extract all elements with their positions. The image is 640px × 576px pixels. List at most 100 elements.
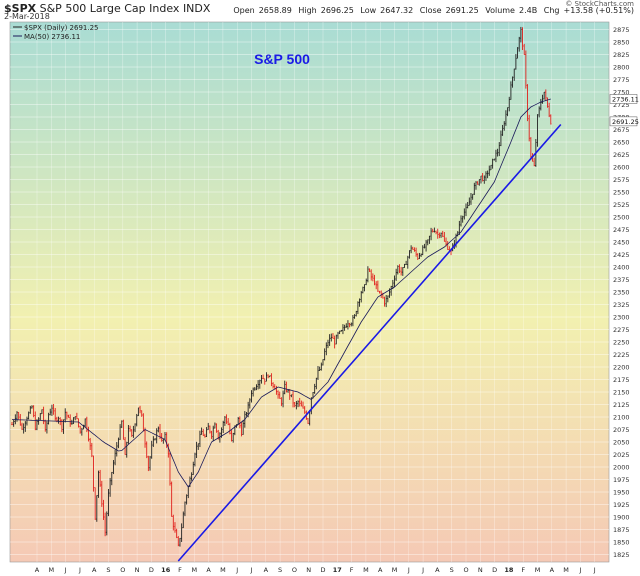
volume-value: 2.4B [518,6,538,15]
chart-header: $SPX S&P 500 Large Cap Index INDX 2-Mar-… [0,0,640,22]
y-tick-label: 2250 [613,339,630,347]
x-tick-label: M [220,566,226,574]
x-tick-label: M [535,566,541,574]
x-tick-label: J [593,566,596,574]
y-tick-label: 2575 [613,176,630,184]
y-tick-label: 2375 [613,276,630,284]
y-tick-label: 1975 [613,476,630,484]
ticker-title: $SPX S&P 500 Large Cap Index INDX [4,2,210,15]
y-tick-label: 2825 [613,51,630,59]
close-value: 2691.25 [445,6,479,15]
y-tick-label: 2300 [613,314,630,322]
y-tick-label: 2275 [613,326,630,334]
x-tick-label: 17 [333,566,342,574]
y-tick-label: 1875 [613,526,630,534]
open-label: Open [233,6,255,15]
symbol: $SPX [4,2,37,15]
x-tick-label: A [206,566,211,574]
x-tick-label: F [178,566,182,574]
chg-label: Chg [543,6,560,15]
y-tick-label: 2350 [613,289,630,297]
x-tick-label: J [250,566,253,574]
x-tick-label: J [78,566,81,574]
x-tick-label: D [149,566,154,574]
y-tick-label: 2325 [613,301,630,309]
x-tick-label: D [492,566,497,574]
y-tick-label: 2425 [613,251,630,259]
x-tick-label: J [64,566,67,574]
x-tick-label: M [363,566,369,574]
y-tick-label: 1850 [613,539,630,547]
x-tick-label: J [578,566,581,574]
high-label: High [298,6,317,15]
y-tick-label: 1825 [613,551,630,559]
y-tick-label: 2050 [613,439,630,447]
x-tick-label: S [278,566,282,574]
x-tick-label: M [48,566,54,574]
y-tick-label: 2475 [613,226,630,234]
y-tick-label: 1925 [613,501,630,509]
y-tick-label: 2725 [613,101,630,109]
x-tick-label: A [35,566,40,574]
chg-value: +13.58 (+0.51%) [563,6,634,15]
y-tick-label: 2400 [613,264,630,272]
x-tick-label: O [120,566,125,574]
x-tick-label: N [135,566,140,574]
volume-label: Volume [485,6,515,15]
open-value: 2658.89 [258,6,292,15]
low-label: Low [360,6,377,15]
x-tick-label: J [421,566,424,574]
y-tick-label: 2800 [613,64,630,72]
x-tick-label: M [191,566,197,574]
x-tick-label: 16 [161,566,171,574]
value-tag-box [609,94,638,104]
grid [10,22,609,562]
legend: $SPX (Daily) 2691.25 MA(50) 2736.11 [13,24,98,41]
legend-price: $SPX (Daily) 2691.25 [24,24,98,32]
value-tag-label: 2736.11 [612,95,639,103]
chart-date: 2-Mar-2018 [4,12,50,21]
x-tick-label: A [378,566,383,574]
index-name: S&P 500 Large Cap Index [39,2,180,15]
brand-label: © StockCharts.com [565,0,634,8]
y-tick-label: 1900 [613,514,630,522]
value-tag-box [609,116,638,127]
x-axis: A M J J A S O N D 16 F M A M J J A S O N D 17 F M A M J J A S O N D 18 F M A… [35,566,596,574]
x-tick-label: A [435,566,440,574]
close-label: Close [419,6,442,15]
legend-ma: MA(50) 2736.11 [24,33,80,41]
y-tick-label: 2750 [613,89,630,97]
x-tick-label: A [550,566,555,574]
x-tick-label: S [450,566,454,574]
y-tick-label: 2125 [613,401,630,409]
x-tick-label: N [478,566,483,574]
y-tick-label: 1950 [613,489,630,497]
x-tick-label: F [521,566,525,574]
price-series [11,26,552,547]
y-tick-label: 2225 [613,351,630,359]
low-value: 2647.32 [380,6,414,15]
x-tick-label: A [92,566,97,574]
y-tick-label: 2675 [613,126,630,134]
x-tick-label: M [563,566,569,574]
y-tick-label: 2500 [613,214,630,222]
x-tick-label: O [463,566,468,574]
y-tick-label: 2175 [613,376,630,384]
ohlc-readout: Open 2658.89 High 2696.25 Low 2647.32 Close… [229,6,634,15]
y-tick-label: 2150 [613,389,630,397]
y-tick-label: 2025 [613,451,630,459]
y-tick-label: 2075 [613,426,630,434]
x-tick-label: S [106,566,110,574]
x-tick-label: D [320,566,325,574]
x-tick-label: J [407,566,410,574]
y-tick-label: 2000 [613,464,630,472]
exchange: INDX [182,2,211,15]
y-tick-label: 2625 [613,151,630,159]
x-tick-label: N [306,566,311,574]
y-tick-label: 2525 [613,201,630,209]
value-tag-label: 2691.25 [612,118,639,126]
y-tick-label: 2650 [613,139,630,147]
y-tick-label: 2550 [613,189,630,197]
y-tick-label: 2875 [613,26,630,34]
